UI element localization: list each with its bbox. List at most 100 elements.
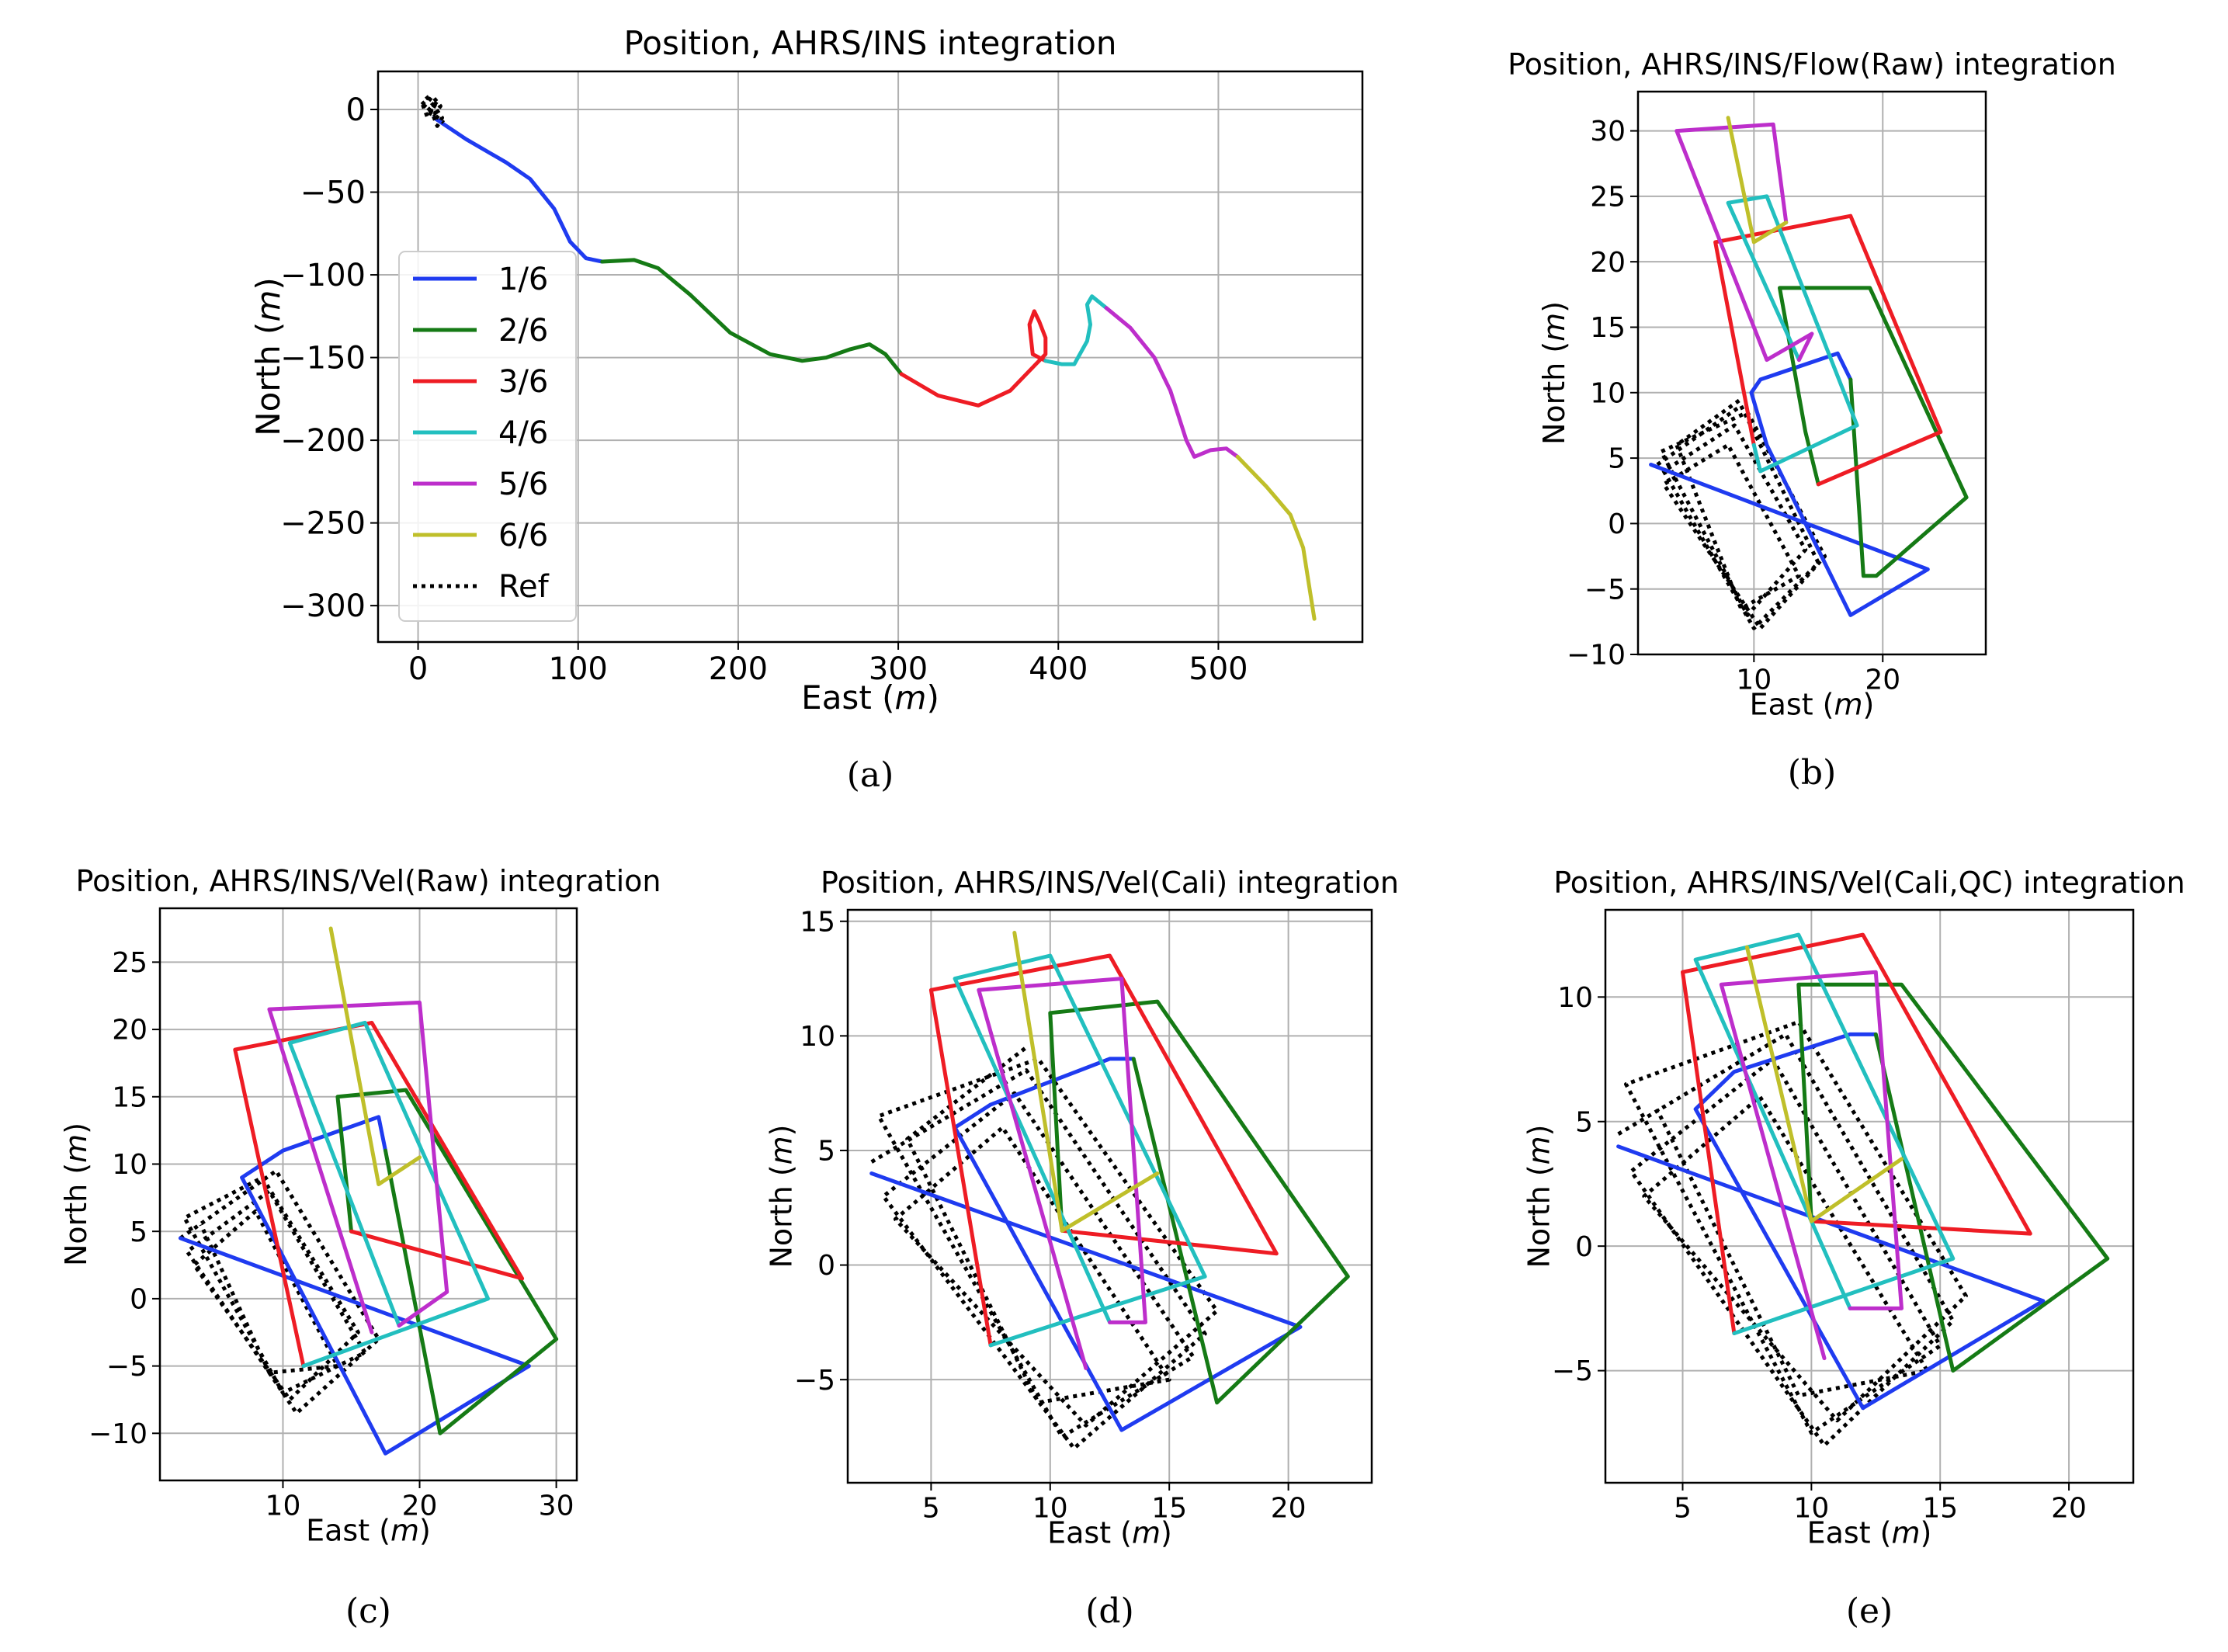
- series-line-5-of-6: [977, 977, 1147, 1370]
- y-tick-label: 10: [112, 1149, 147, 1181]
- legend-label: Ref: [498, 569, 550, 605]
- x-tick-label: 20: [1271, 1493, 1307, 1525]
- series-line-5-of-6: [1719, 970, 1904, 1361]
- x-tick-label: 10: [1736, 665, 1772, 696]
- y-tick-label: 15: [1590, 312, 1626, 344]
- axes-frame: [1636, 90, 1987, 656]
- series-line-3-of-6: [1713, 213, 1943, 487]
- axes-frame: [158, 907, 578, 1482]
- series-line-3-of-6: [899, 309, 1048, 408]
- y-tick-label: 5: [1608, 443, 1626, 475]
- panel-caption: (b): [1788, 753, 1837, 793]
- x-tick-label: 20: [402, 1491, 438, 1522]
- panel-caption: (d): [1085, 1591, 1134, 1631]
- axes-frame: [1604, 908, 2135, 1484]
- series-line-6-of-6: [328, 926, 422, 1186]
- x-tick-label: 5: [1674, 1493, 1692, 1525]
- y-tick-label: −50: [300, 175, 366, 211]
- y-tick-label: 20: [1590, 247, 1626, 279]
- y-axis-label: North (m): [764, 1124, 798, 1268]
- series-line-5-of-6: [1104, 306, 1240, 459]
- series-line-Ref: [1656, 397, 1827, 630]
- y-axis-label: North (m): [1522, 1124, 1556, 1268]
- series-line-2-of-6: [1048, 999, 1350, 1405]
- y-tick-label: 15: [800, 906, 835, 938]
- series-line-3-of-6: [233, 1020, 525, 1369]
- series-line-6-of-6: [1744, 945, 1904, 1223]
- y-tick-label: 0: [1608, 508, 1626, 540]
- legend-label: 5/6: [498, 467, 548, 502]
- y-tick-label: 0: [346, 92, 366, 128]
- x-tick-label: 0: [408, 651, 428, 687]
- legend: 1/6 2/6 3/6 4/6 5/6 6/6 Ref: [398, 251, 577, 622]
- legend-label: 2/6: [498, 313, 548, 349]
- series-line-6-of-6: [1726, 116, 1789, 245]
- y-tick-label: 0: [817, 1250, 835, 1282]
- axes-frame: [846, 908, 1373, 1484]
- chart-title: Position, AHRS/INS/Flow(Raw) integration: [1508, 47, 2116, 82]
- x-tick-label: 20: [1865, 665, 1900, 696]
- series-line-3-of-6: [928, 953, 1279, 1348]
- y-tick-label: 10: [1557, 982, 1593, 1014]
- x-axis-label: East (m): [1047, 1515, 1172, 1550]
- y-tick-label: −150: [280, 341, 366, 377]
- y-tick-label: −100: [280, 258, 366, 293]
- chart-b: 10 20 30 25 20 15 10 5 0 −5 −10 Position, AHRS/INS/…: [1508, 47, 2116, 793]
- y-tick-label: −5: [1552, 1355, 1593, 1387]
- plot-area: [419, 94, 1317, 621]
- series-line-1-of-6: [1649, 351, 1930, 617]
- y-tick-label: −300: [280, 588, 366, 624]
- series-line-3-of-6: [1681, 932, 2032, 1335]
- y-tick-label: −5: [794, 1365, 835, 1397]
- legend-label: 6/6: [498, 518, 548, 554]
- y-tick-label: 0: [1575, 1231, 1593, 1263]
- y-tick-label: 20: [112, 1015, 147, 1046]
- chart-c: 10 20 30 25 20 15 10 5 0 −5 −10 Position, AHRS/INS/…: [59, 864, 661, 1631]
- plot-area: [1649, 116, 1969, 630]
- x-axis-label: East (m): [801, 678, 939, 717]
- y-tick-label: 5: [1575, 1106, 1593, 1138]
- chart-title: Position, AHRS/INS/Vel(Raw) integration: [76, 864, 661, 898]
- x-tick-label: 30: [539, 1491, 574, 1522]
- legend-box: [398, 251, 577, 622]
- series-line-4-of-6: [1043, 294, 1109, 366]
- x-tick-label: 15: [1922, 1493, 1958, 1525]
- series-line-5-of-6: [1674, 122, 1814, 363]
- y-tick-label: 15: [112, 1081, 147, 1113]
- y-axis-label: North (m): [1537, 301, 1571, 445]
- series-line-Ref: [419, 94, 446, 128]
- plot-area: [1616, 932, 2110, 1448]
- chart-title: Position, AHRS/INS/Vel(Cali) integration: [821, 866, 1399, 900]
- chart-title: Position, AHRS/INS integration: [623, 24, 1116, 62]
- chart-a: 0 100 200 300 400 500 0 −50 −100 −150 −200 −250 −300…: [249, 24, 1364, 795]
- series-line-6-of-6: [1235, 454, 1317, 621]
- x-tick-label: 200: [709, 651, 768, 687]
- x-tick-label: 100: [549, 651, 608, 687]
- chart-d: 5 10 15 20 15 10 5 0 −5 Position, AHRS/INS/Vel(Ca…: [764, 866, 1399, 1631]
- series-line-1-of-6: [432, 116, 605, 264]
- y-tick-label: 5: [817, 1136, 835, 1168]
- series-line-Ref: [870, 1046, 1220, 1451]
- x-tick-label: 10: [1032, 1493, 1068, 1525]
- series-line-6-of-6: [1012, 931, 1160, 1233]
- series-line-2-of-6: [600, 258, 904, 377]
- x-tick-label: 300: [869, 651, 928, 687]
- legend-label: 1/6: [498, 262, 548, 297]
- chart-title: Position, AHRS/INS/Vel(Cali,QC) integrat…: [1553, 866, 2185, 900]
- series-line-2-of-6: [1796, 982, 2110, 1373]
- series-line-1-of-6: [1616, 1032, 2046, 1411]
- y-tick-label: 10: [800, 1021, 835, 1053]
- y-axis-label: North (m): [59, 1123, 93, 1266]
- plot-area: [869, 931, 1350, 1451]
- x-tick-label: 10: [265, 1491, 301, 1522]
- series-line-5-of-6: [267, 1000, 449, 1334]
- panel-caption: (e): [1846, 1591, 1893, 1631]
- panel-caption: (c): [345, 1591, 391, 1631]
- x-tick-label: 5: [922, 1493, 940, 1525]
- legend-label: 4/6: [498, 415, 548, 451]
- y-tick-label: −250: [280, 506, 366, 542]
- series-line-2-of-6: [335, 1088, 559, 1435]
- legend-label: 3/6: [498, 364, 548, 400]
- y-axis-label: North (m): [249, 277, 287, 436]
